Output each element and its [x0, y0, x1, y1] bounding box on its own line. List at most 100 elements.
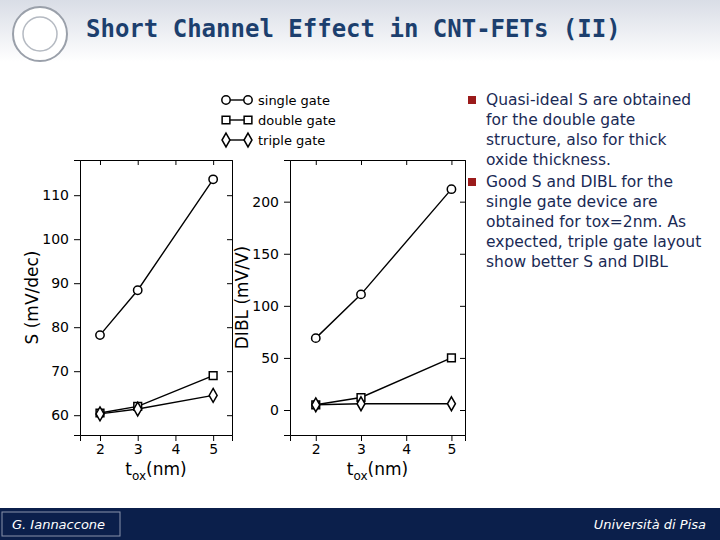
tick — [460, 410, 465, 411]
slide-title: Short Channel Effect in CNT-FETs (II) — [86, 15, 621, 43]
tick-label: 200 — [252, 194, 279, 210]
tick-label: 5 — [447, 441, 456, 457]
tick-label: 2 — [312, 441, 321, 457]
x-axis: 2 3 4 5 — [81, 435, 233, 457]
tick — [361, 160, 362, 165]
legend: single gate double gate triple gate — [222, 93, 336, 148]
bullet-marker — [468, 96, 476, 104]
legend-entry: double gate — [222, 113, 336, 128]
x-axis-top — [81, 160, 233, 165]
tick-mark — [227, 415, 232, 416]
tick: 60 — [51, 407, 80, 423]
tick-label: 0 — [270, 402, 279, 418]
bullet-marker — [468, 178, 476, 186]
tick-mark — [213, 160, 214, 165]
tick-mark — [74, 415, 80, 416]
legend-marker — [222, 116, 230, 124]
tick: 5 — [209, 435, 218, 457]
series-line — [100, 179, 213, 335]
tick — [227, 195, 232, 196]
tick: 90 — [51, 275, 80, 291]
plot-area — [312, 185, 456, 412]
tick-mark — [406, 160, 407, 165]
bullet-text: Quasi-ideal S are obtained for the doubl… — [486, 91, 691, 169]
data-point — [357, 397, 365, 411]
tick-label: 90 — [51, 275, 69, 291]
x-axis-title-sub: ox — [132, 469, 146, 483]
data-point — [312, 334, 320, 342]
tick: 100 — [252, 298, 290, 314]
footer-university: Università di Pisa — [594, 517, 706, 532]
x-axis: 2345 — [291, 435, 466, 457]
tick-label: 50 — [261, 350, 279, 366]
tick: 0 — [270, 402, 290, 418]
bullet-text: Good S and DIBL for the single gate devi… — [486, 173, 701, 271]
tick — [213, 160, 214, 165]
tick — [460, 358, 465, 359]
footer-author: G. Iannaccone — [12, 517, 105, 532]
tick-mark — [451, 160, 452, 165]
tick: 2 — [96, 435, 105, 457]
tick-label: 2 — [96, 441, 105, 457]
tick: 3 — [134, 435, 143, 457]
tick: 150 — [252, 246, 290, 262]
data-point — [134, 286, 142, 294]
legend-marker — [244, 133, 252, 147]
y-axis: 60708090100110 — [42, 161, 80, 436]
data-point — [447, 185, 455, 193]
tick — [460, 306, 465, 307]
tick: 4 — [171, 435, 180, 457]
tick — [227, 239, 232, 240]
tick-label: 4 — [171, 441, 180, 457]
bullet: Quasi-ideal S are obtained for the doubl… — [466, 90, 706, 170]
legend-entry: triple gate — [222, 133, 325, 148]
tick-mark — [460, 254, 465, 255]
data-point — [447, 397, 455, 411]
tick-mark — [74, 283, 80, 284]
y-axis-title: S (mV/dec) — [22, 251, 42, 345]
tick: 50 — [261, 350, 290, 366]
tick: 3 — [357, 435, 366, 457]
data-point — [96, 331, 104, 339]
axis-line — [460, 161, 466, 436]
tick-mark — [74, 239, 80, 240]
footer-box — [2, 512, 120, 536]
tick-mark — [460, 202, 465, 203]
legend-marker — [222, 133, 230, 147]
series-line — [100, 376, 213, 413]
legend-entry: single gate — [222, 93, 330, 108]
series-line — [100, 395, 213, 413]
x-axis-title-part: (nm) — [368, 459, 409, 479]
tick-mark — [284, 254, 290, 255]
tick — [460, 202, 465, 203]
logo-ring — [13, 7, 67, 61]
tick-label: 100 — [252, 298, 279, 314]
tick-label: 3 — [357, 441, 366, 457]
tick: 5 — [447, 435, 456, 457]
tick — [451, 160, 452, 165]
legend-marker — [244, 96, 252, 104]
tick — [227, 415, 232, 416]
data-point — [209, 175, 217, 183]
data-point — [209, 372, 217, 380]
tick-mark — [74, 195, 80, 196]
tick — [406, 160, 407, 165]
slide: {"slide": {"title": "Short Channel Effec… — [0, 0, 720, 540]
tick — [138, 160, 139, 165]
x-axis-top — [291, 160, 466, 165]
tick-label: 150 — [252, 246, 279, 262]
legend-label: single gate — [258, 93, 330, 108]
tick-label: 70 — [51, 363, 69, 379]
header-band — [0, 0, 720, 62]
axis-line — [284, 161, 291, 436]
legend-label: double gate — [258, 113, 336, 128]
x-axis-title: tox(nm) — [347, 459, 408, 483]
tick — [460, 254, 465, 255]
plot-area — [96, 175, 218, 421]
tick-mark — [100, 160, 101, 165]
tick-label: 110 — [42, 187, 69, 203]
tick — [316, 160, 317, 165]
data-point — [357, 290, 365, 298]
tick-mark — [227, 195, 232, 196]
tick: 200 — [252, 194, 290, 210]
